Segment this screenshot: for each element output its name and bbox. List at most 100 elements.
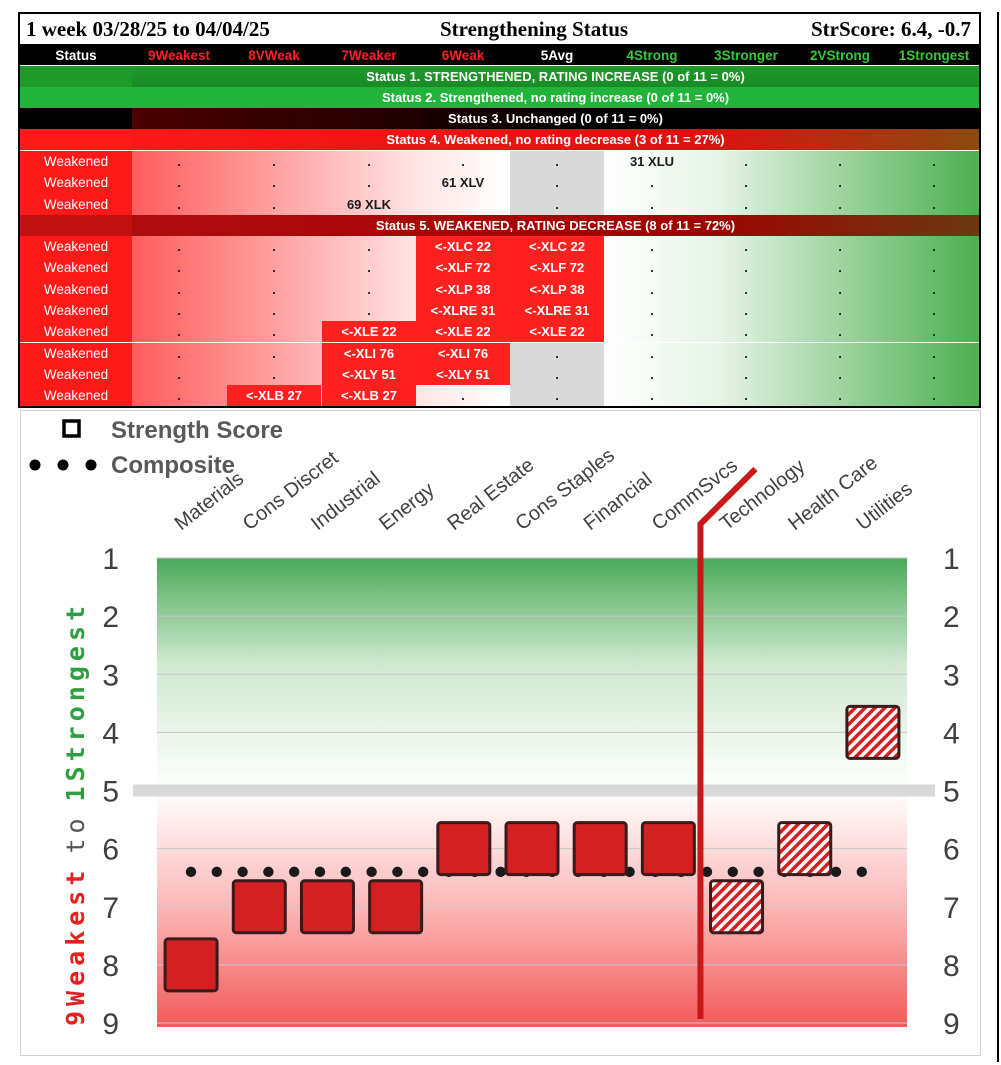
status-5-row: Weakened.. <-XLE 22 <-XLE 22 <-XLE 22.... <box>20 321 979 343</box>
empty-cell: . <box>367 175 371 191</box>
y-tick-left: 8 <box>102 950 119 983</box>
page-right-border <box>997 12 999 1062</box>
empty-cell: . <box>177 324 181 340</box>
status-5-row: Weakened.. <-XLI 76 <-XLI 76..... <box>20 342 979 364</box>
empty-cell: . <box>650 239 654 255</box>
composite-dot <box>314 866 326 878</box>
status-5-row: Weakened... <-XLF 72 <-XLF 72.... <box>20 257 979 279</box>
empty-cell: . <box>272 366 276 382</box>
empty-cell: . <box>367 281 371 297</box>
empty-cell: . <box>838 154 842 170</box>
empty-cell: . <box>744 239 748 255</box>
empty-cell: . <box>650 303 654 319</box>
etf-position-cell: <-XLI 76 <box>322 342 416 364</box>
status-4-row: Weakened.. 69 XLK..... <box>20 193 979 215</box>
empty-cell: . <box>838 324 842 340</box>
etf-position-cell: <-XLC 22 <box>510 236 604 258</box>
status-1-banner-status-swatch <box>20 66 132 87</box>
y-tick-left: 6 <box>102 834 119 867</box>
composite-dot <box>185 866 197 878</box>
empty-cell: . <box>744 196 748 212</box>
y-tick-right: 2 <box>943 601 960 634</box>
status-5-row: Weakened.. <-XLY 51 <-XLY 51..... <box>20 363 979 386</box>
status-5-row: Weakened... <-XLP 38 <-XLP 38.... <box>20 278 979 300</box>
strength-box-real-estate <box>436 821 492 877</box>
divider-line <box>697 466 758 1019</box>
empty-cell: . <box>177 388 181 404</box>
empty-cell: . <box>838 345 842 361</box>
empty-cell <box>416 194 510 215</box>
table-title: Strengthening Status <box>440 17 629 41</box>
empty-cell: . <box>555 196 559 212</box>
etf-position-cell: <-XLY 51 <box>416 363 510 386</box>
avg-column-band <box>510 363 604 386</box>
empty-cell: . <box>838 388 842 404</box>
status-column-header: Status <box>55 47 97 63</box>
y-title-strongest: 1Strongest <box>61 601 90 802</box>
status-4-row: Weakened..... 31 XLU... <box>20 151 979 173</box>
level-header-8: 8VWeak <box>248 47 300 63</box>
empty-cell: . <box>555 366 559 382</box>
row-status-label: Weakened <box>20 299 132 322</box>
empty-cell: . <box>177 303 181 319</box>
empty-cell: . <box>177 196 181 212</box>
level-header-9: 9Weakest <box>147 47 211 63</box>
etf-position-cell: <-XLP 38 <box>416 278 510 300</box>
empty-cell: . <box>838 366 842 382</box>
strength-box-utilities <box>845 704 901 760</box>
y-tick-left: 2 <box>102 601 119 634</box>
empty-cell: . <box>838 281 842 297</box>
empty-cell: . <box>932 303 936 319</box>
empty-cell: . <box>177 281 181 297</box>
empty-cell: . <box>367 260 371 276</box>
empty-cell: . <box>650 324 654 340</box>
y-axis-title: 9Weakest to 1Strongest <box>61 601 90 1026</box>
empty-cell: . <box>272 260 276 276</box>
empty-cell: . <box>838 260 842 276</box>
empty-cell: . <box>932 366 936 382</box>
strength-box-materials <box>163 937 219 993</box>
y-tick-left: 9 <box>102 1008 119 1041</box>
status-4-banner: Status 4. Weakened, no rating decrease (… <box>20 129 979 150</box>
strength-box-cons-staples <box>504 821 560 877</box>
row-status-label: Weakened <box>20 151 132 173</box>
status-5-row: Weakened... <-XLC 22 <-XLC 22.... <box>20 236 979 258</box>
empty-cell: . <box>555 175 559 191</box>
y-tick-right: 7 <box>943 892 960 925</box>
y-tick-right: 4 <box>943 717 960 750</box>
level-header-1: 1Strongest <box>898 47 970 63</box>
y-tick-right: 9 <box>943 1008 960 1041</box>
empty-cell: . <box>272 303 276 319</box>
level-header-row: Status 9Weakest 8VWeak 7Weaker 6Weak 5Avg 4St… <box>20 45 979 65</box>
empty-cell: . <box>650 175 654 191</box>
y-tick-right: 5 <box>943 776 960 809</box>
legend-dot-icon <box>85 459 97 471</box>
empty-cell: . <box>177 260 181 276</box>
composite-dot <box>263 866 274 878</box>
empty-cell: . <box>272 239 276 255</box>
avg-column-band <box>510 385 604 406</box>
y-tick-left: 5 <box>102 776 119 809</box>
strength-chart: 1 1 2 2 3 3 4 4 5 5 6 6 7 7 8 8 9 9 Materials Cons Discret I… <box>20 410 981 1056</box>
y-title-weakest: 9Weakest <box>61 866 90 1026</box>
composite-dot <box>727 866 738 878</box>
empty-cell: . <box>272 345 276 361</box>
period-label: 1 week 03/28/25 to 04/04/25 <box>26 17 270 41</box>
y-tick-right: 3 <box>943 659 960 692</box>
empty-cell: . <box>932 175 936 191</box>
composite-dot <box>753 866 764 878</box>
y-tick-right: 6 <box>943 834 960 867</box>
empty-cell: . <box>932 345 936 361</box>
etf-position-cell: 69 XLK <box>346 196 392 212</box>
avg-column-band <box>510 193 604 215</box>
strength-box-industrial <box>299 879 355 935</box>
status-2-banner-status-swatch <box>20 87 132 108</box>
empty-cell: . <box>367 303 371 319</box>
empty-cell: . <box>932 260 936 276</box>
status-3-banner-status-swatch <box>20 108 132 129</box>
empty-cell: . <box>461 388 465 404</box>
etf-position-cell: 31 XLU <box>629 154 675 170</box>
empty-cell: . <box>932 281 936 297</box>
empty-cell: . <box>932 154 936 170</box>
empty-cell: . <box>650 260 654 276</box>
